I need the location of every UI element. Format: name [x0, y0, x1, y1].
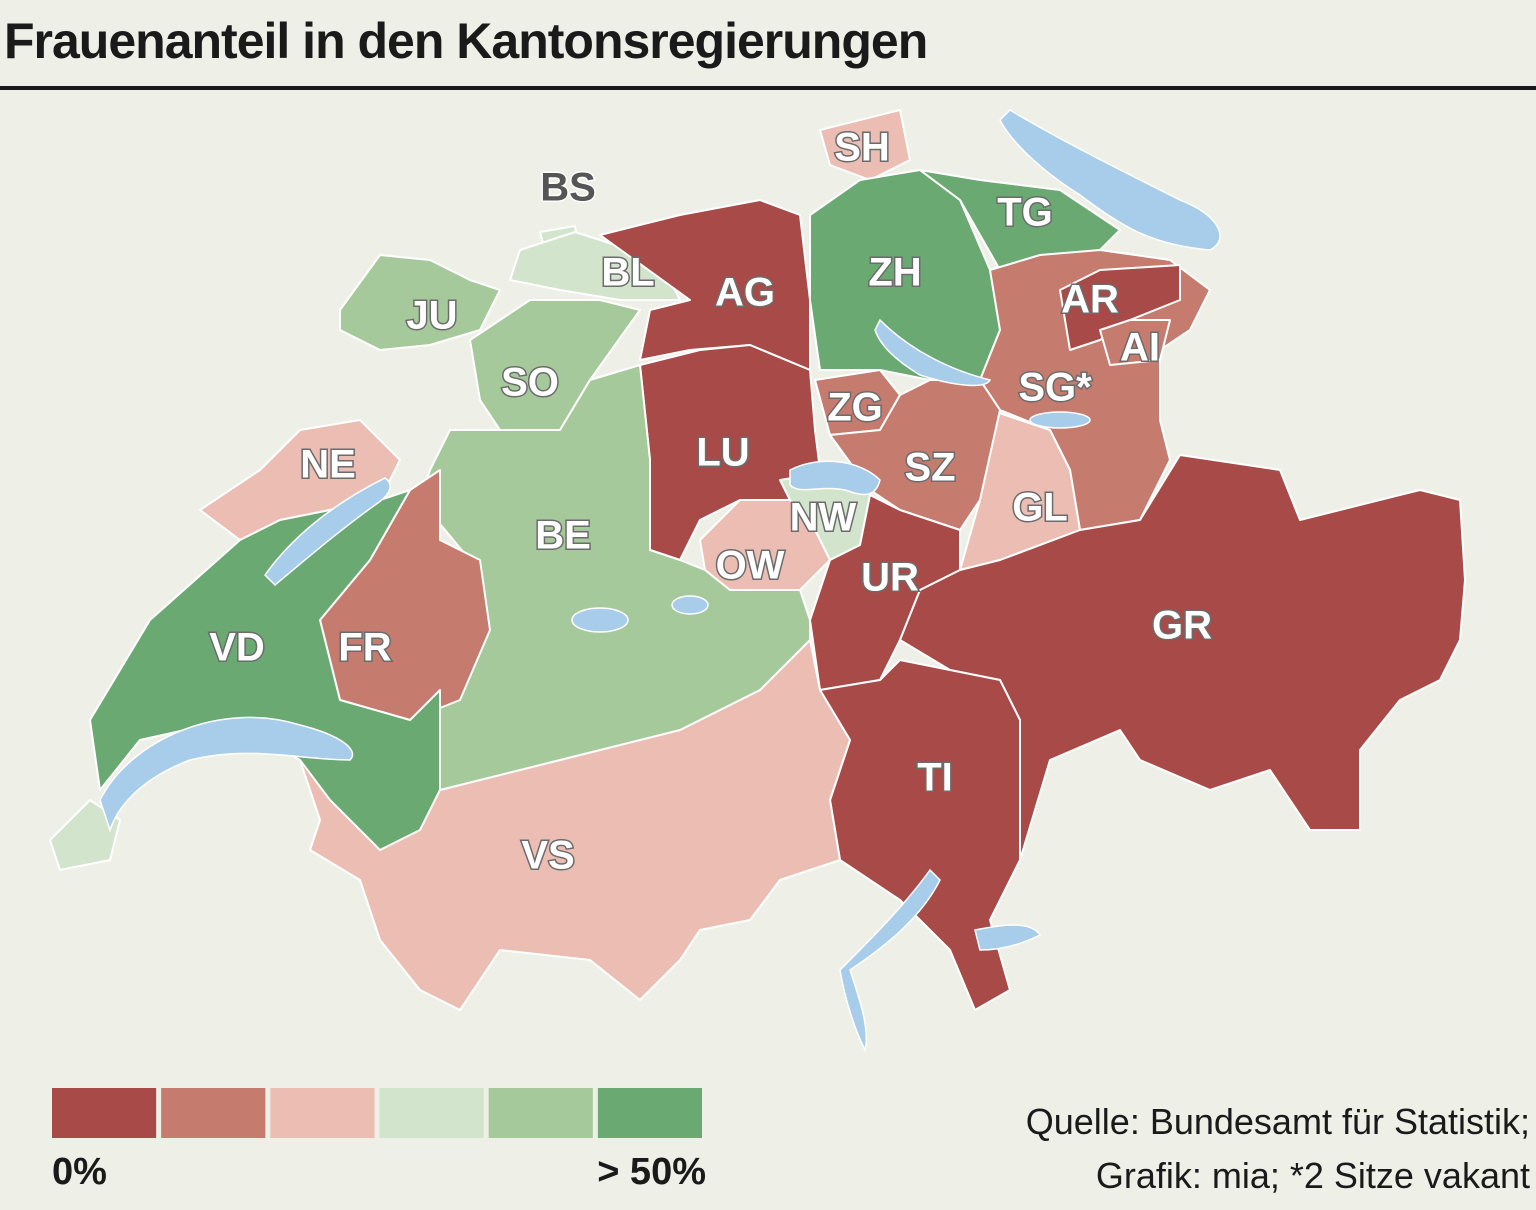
legend-swatch: [597, 1088, 702, 1138]
canton-label: AG: [715, 271, 775, 315]
canton: [49, 799, 121, 871]
lake: [99, 716, 354, 833]
source-line: Quelle: Bundesamt für Statistik;: [1026, 1101, 1530, 1142]
lake: [671, 595, 709, 615]
canton-label: VD: [209, 626, 265, 670]
canton-label: NE: [300, 443, 356, 487]
canton-label: FR: [338, 626, 391, 670]
canton-label: NW: [790, 496, 857, 540]
legend-max-label: > 50%: [597, 1151, 706, 1193]
canton-label: SG*: [1018, 366, 1092, 410]
canton-label: LU: [696, 431, 749, 475]
canton-label: AR: [1061, 278, 1119, 322]
canton-label: SO: [501, 361, 559, 405]
canton: [829, 379, 1001, 531]
canton-label: BE: [535, 514, 591, 558]
canton-label: BL: [601, 251, 654, 295]
canton-label: SZ: [904, 446, 955, 490]
legend-swatch: [161, 1088, 266, 1138]
legend-swatch: [270, 1088, 375, 1138]
lakes: [99, 109, 1221, 1053]
legend-swatch: [488, 1088, 593, 1138]
source-line: Grafik: mia; *2 Sitze vakant: [1096, 1155, 1530, 1196]
canton-label: ZH: [868, 251, 921, 295]
legend-swatch: [379, 1088, 484, 1138]
canton-label: GL: [1012, 486, 1068, 530]
canton-label: JU: [406, 294, 457, 338]
lake: [571, 607, 629, 633]
canton-label: SH: [834, 126, 890, 170]
canton-label: AI: [1120, 326, 1160, 370]
cantons: [49, 109, 1466, 1011]
canton-label: GR: [1152, 604, 1212, 648]
canton: [819, 109, 911, 181]
canton-label: TG: [997, 191, 1053, 235]
canton: [899, 454, 1466, 861]
legend: 0% > 50%: [52, 1088, 706, 1193]
title: Frauenanteil in den Kantonsregierungen: [4, 13, 927, 69]
canton: [819, 659, 1021, 1011]
canton-label: UR: [861, 556, 919, 600]
lake: [874, 318, 992, 387]
lake: [789, 460, 881, 496]
lake: [999, 109, 1221, 251]
lake: [264, 477, 391, 587]
lake: [1029, 411, 1091, 429]
canton-label: TI: [917, 756, 953, 800]
canton: [1059, 264, 1181, 351]
legend-swatch: [52, 1088, 157, 1138]
legend-min-label: 0%: [52, 1151, 107, 1193]
canton-label: OW: [716, 544, 785, 588]
canton: [1099, 319, 1171, 366]
lake: [839, 868, 941, 1053]
canton: [339, 254, 501, 351]
canton-label: ZG: [827, 386, 883, 430]
canton-label: VS: [521, 834, 574, 878]
lake: [974, 924, 1042, 951]
canton-label: BS: [540, 166, 596, 210]
